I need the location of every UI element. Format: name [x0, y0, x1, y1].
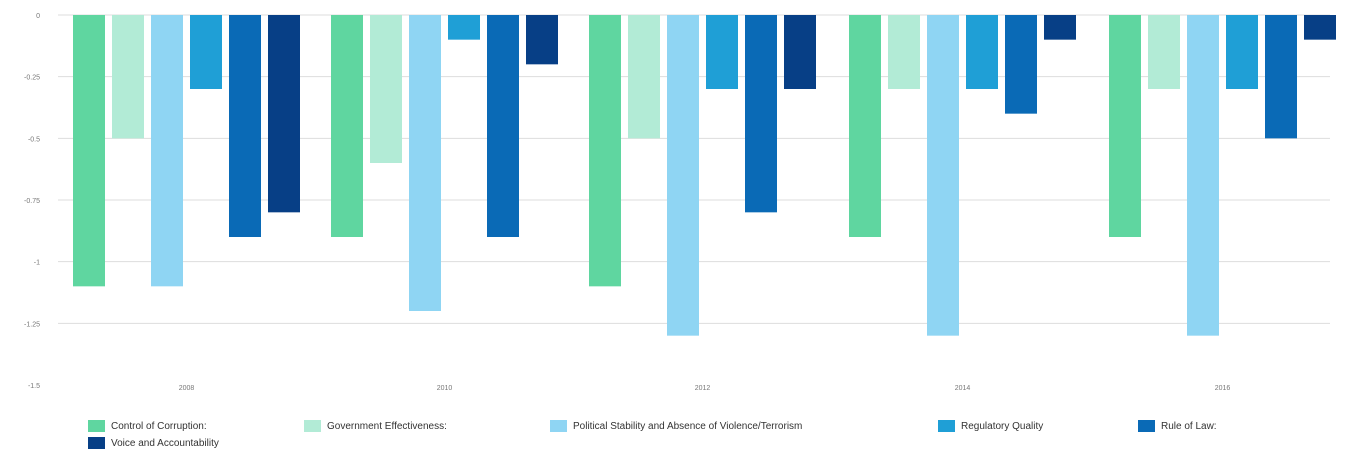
bar-voice-and-accountability-2008	[268, 15, 300, 213]
legend-item-voice-and-accountability[interactable]: Voice and Accountability	[88, 437, 219, 449]
legend-item-government-effectiveness[interactable]: Government Effectiveness:	[304, 420, 447, 432]
legend-label: Voice and Accountability	[111, 437, 219, 449]
x-tick-label: 2010	[437, 385, 453, 392]
bar-government-effectiveness-2008	[112, 15, 144, 139]
x-tick-label: 2014	[955, 385, 971, 392]
bar-voice-and-accountability-2012	[784, 15, 816, 89]
bar-control-of-corruption-2016	[1109, 15, 1141, 237]
bar-government-effectiveness-2016	[1148, 15, 1180, 89]
bar-voice-and-accountability-2014	[1044, 15, 1076, 40]
bar-rule-of-law-2016	[1265, 15, 1297, 139]
y-tick-label: -1	[34, 260, 40, 267]
legend-label: Political Stability and Absence of Viole…	[573, 420, 803, 432]
bar-political-stability-and-absence-of-violence-terrorism-2012	[667, 15, 699, 336]
bar-control-of-corruption-2014	[849, 15, 881, 237]
legend-item-political-stability[interactable]: Political Stability and Absence of Viole…	[550, 420, 802, 432]
bar-voice-and-accountability-2016	[1304, 15, 1336, 40]
bar-control-of-corruption-2010	[331, 15, 363, 237]
x-tick-label: 2016	[1215, 385, 1231, 392]
y-tick-label: 0	[36, 13, 40, 20]
legend-swatch	[1138, 420, 1155, 432]
y-tick-label: -0.75	[24, 198, 40, 205]
legend-item-control-of-corruption[interactable]: Control of Corruption:	[88, 420, 207, 432]
bar-regulatory-quality-2010	[448, 15, 480, 40]
bar-rule-of-law-2010	[487, 15, 519, 237]
bar-government-effectiveness-2014	[888, 15, 920, 89]
y-tick-label: -0.25	[24, 75, 40, 82]
y-tick-label: -0.5	[28, 136, 40, 143]
bar-rule-of-law-2008	[229, 15, 261, 237]
legend-label: Rule of Law:	[1161, 420, 1217, 432]
bar-regulatory-quality-2012	[706, 15, 738, 89]
bar-regulatory-quality-2016	[1226, 15, 1258, 89]
legend-swatch	[304, 420, 321, 432]
bar-control-of-corruption-2008	[73, 15, 105, 287]
legend-label: Control of Corruption:	[111, 420, 207, 432]
bar-government-effectiveness-2012	[628, 15, 660, 139]
legend-item-regulatory-quality[interactable]: Regulatory Quality	[938, 420, 1043, 432]
bar-control-of-corruption-2012	[589, 15, 621, 287]
x-tick-label: 2008	[179, 385, 195, 392]
y-tick-label: -1.25	[24, 321, 40, 328]
bar-political-stability-and-absence-of-violence-terrorism-2010	[409, 15, 441, 311]
legend-item-rule-of-law[interactable]: Rule of Law:	[1138, 420, 1217, 432]
bar-voice-and-accountability-2010	[526, 15, 558, 65]
legend-swatch	[88, 437, 105, 449]
bar-rule-of-law-2012	[745, 15, 777, 213]
legend-swatch	[88, 420, 105, 432]
bar-rule-of-law-2014	[1005, 15, 1037, 114]
bar-political-stability-and-absence-of-violence-terrorism-2014	[927, 15, 959, 336]
y-tick-label: -1.5	[28, 383, 40, 390]
legend-label: Government Effectiveness:	[327, 420, 447, 432]
x-tick-label: 2012	[695, 385, 711, 392]
bar-chart: 0 -0.25 -0.5 -0.75 -1 -1.25 -1.5 2008 2010 2012 20…	[24, 13, 1336, 392]
bar-political-stability-and-absence-of-violence-terrorism-2008	[151, 15, 183, 287]
legend-swatch	[938, 420, 955, 432]
bar-political-stability-and-absence-of-violence-terrorism-2016	[1187, 15, 1219, 336]
bar-regulatory-quality-2008	[190, 15, 222, 89]
legend-label: Regulatory Quality	[961, 420, 1044, 432]
bar-regulatory-quality-2014	[966, 15, 998, 89]
bar-government-effectiveness-2010	[370, 15, 402, 163]
legend-swatch	[550, 420, 567, 432]
